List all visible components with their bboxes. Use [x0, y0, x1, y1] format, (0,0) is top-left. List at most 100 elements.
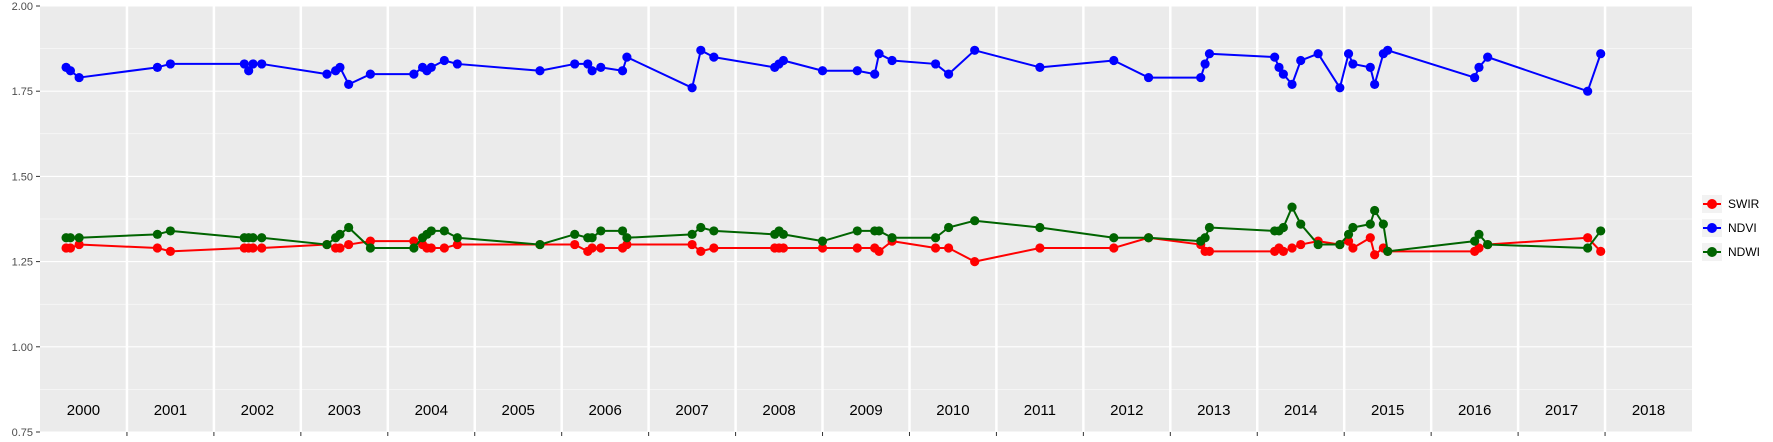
year-label: 2010	[936, 402, 969, 419]
year-label: 2016	[1458, 402, 1491, 419]
data-point-ndwi	[452, 233, 462, 243]
data-point-ndvi	[596, 62, 606, 72]
data-point-swir	[335, 243, 345, 253]
data-point-ndvi	[930, 59, 941, 69]
data-point-ndwi	[778, 229, 789, 239]
data-point-ndvi	[409, 69, 419, 79]
series-layer	[61, 45, 1606, 267]
data-point-ndwi	[874, 226, 884, 236]
data-point-ndvi	[244, 66, 254, 76]
year-label: 2018	[1632, 402, 1665, 419]
data-point-ndvi	[439, 55, 449, 66]
data-point-ndvi	[335, 62, 345, 72]
data-point-ndvi	[1109, 55, 1119, 66]
data-point-swir	[409, 236, 419, 246]
y-tick-label: 1.50	[12, 171, 33, 183]
data-point-ndwi	[65, 233, 76, 243]
data-point-ndwi	[1596, 226, 1606, 236]
data-point-swir	[1365, 233, 1375, 243]
data-point-ndwi	[1383, 246, 1393, 256]
data-point-ndvi	[587, 66, 597, 76]
year-label: 2002	[241, 402, 274, 419]
data-point-ndvi	[239, 59, 249, 69]
data-point-ndvi	[257, 59, 267, 69]
data-point-swir	[1370, 250, 1380, 260]
data-point-ndvi	[617, 66, 628, 76]
data-point-ndwi	[1035, 222, 1045, 233]
data-point-swir	[970, 257, 980, 267]
data-point-ndvi	[1474, 62, 1484, 72]
data-point-ndvi	[687, 83, 697, 93]
data-point-swir	[1035, 243, 1045, 253]
data-point-ndwi	[1313, 239, 1323, 250]
data-point-ndwi	[165, 226, 176, 236]
data-point-swir	[1296, 239, 1306, 250]
y-tick-label: 0.75	[12, 427, 33, 439]
data-point-ndwi	[439, 226, 449, 236]
data-point-ndwi	[1474, 229, 1484, 239]
data-point-ndvi	[1313, 49, 1323, 59]
data-point-ndvi	[874, 49, 884, 59]
data-point-swir	[65, 243, 76, 253]
data-point-ndvi	[1296, 55, 1306, 66]
year-label: 2009	[849, 402, 882, 419]
data-point-ndwi	[1278, 222, 1288, 233]
data-point-ndvi	[1335, 83, 1345, 93]
data-point-swir	[1348, 243, 1358, 253]
data-point-swir	[852, 243, 862, 253]
data-point-ndwi	[409, 243, 419, 253]
data-point-ndvi	[1274, 62, 1284, 72]
data-point-ndwi	[709, 226, 719, 236]
data-point-swir	[944, 243, 954, 253]
year-label: 2011	[1024, 402, 1056, 419]
data-point-ndvi	[322, 69, 332, 79]
data-point-ndwi	[596, 226, 606, 236]
data-point-ndvi	[1348, 59, 1358, 69]
data-point-ndvi	[344, 79, 354, 89]
data-point-swir	[1583, 233, 1593, 243]
legend-item-ndvi: NDVI	[1702, 219, 1757, 237]
data-point-ndvi	[74, 72, 84, 83]
data-point-swir	[1343, 236, 1354, 246]
year-label: 2001	[154, 402, 187, 419]
data-point-ndwi	[335, 229, 345, 239]
data-point-ndwi	[1470, 236, 1480, 246]
data-point-ndvi	[778, 55, 789, 66]
year-label: 2012	[1110, 402, 1143, 419]
data-point-ndwi	[1296, 219, 1306, 229]
year-label: 2007	[675, 402, 708, 419]
data-point-ndwi	[535, 239, 545, 250]
data-point-ndvi	[1383, 45, 1393, 55]
data-point-ndvi	[870, 69, 880, 79]
data-point-ndvi	[1143, 72, 1154, 83]
legend-label: NDVI	[1728, 221, 1757, 235]
data-point-ndvi	[65, 66, 76, 76]
data-point-ndvi	[1035, 62, 1045, 72]
data-point-swir	[817, 243, 828, 253]
data-point-ndvi	[248, 59, 258, 69]
data-point-ndvi	[1278, 69, 1288, 79]
data-point-ndwi	[1370, 205, 1380, 216]
data-point-ndwi	[622, 233, 632, 243]
data-point-ndwi	[887, 233, 897, 243]
year-label: 2000	[67, 402, 100, 419]
data-point-ndvi	[709, 52, 719, 62]
data-point-ndwi	[1378, 219, 1388, 229]
data-point-swir	[1474, 243, 1484, 253]
data-point-swir	[587, 243, 597, 253]
data-point-ndvi	[817, 66, 828, 76]
data-point-swir	[452, 239, 462, 250]
year-label: 2004	[415, 402, 448, 419]
grid-layer	[40, 5, 1692, 433]
data-point-ndwi	[930, 233, 941, 243]
data-point-ndvi	[696, 45, 706, 55]
data-point-ndvi	[583, 59, 593, 69]
data-point-ndwi	[1483, 239, 1493, 250]
data-point-ndvi	[165, 59, 176, 69]
legend-key-marker	[1707, 247, 1717, 257]
data-point-ndvi	[1370, 79, 1380, 89]
data-point-swir	[778, 243, 789, 253]
data-point-swir	[930, 243, 941, 253]
legend-key-marker	[1707, 199, 1717, 209]
